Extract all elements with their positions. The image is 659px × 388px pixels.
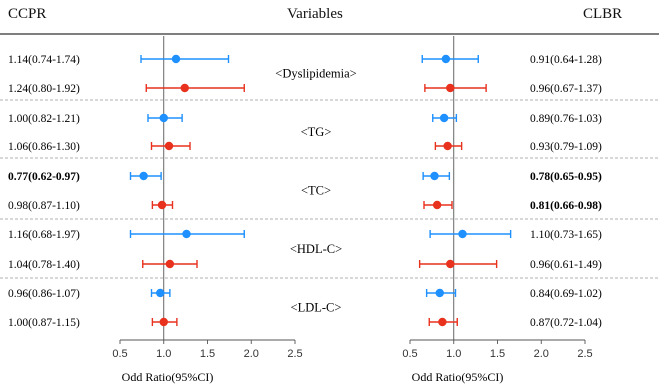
clbr-point xyxy=(446,83,455,93)
clbr-tick-label: 2.0 xyxy=(534,348,549,360)
variable-label: <TG> xyxy=(301,125,332,139)
ccpr-or-label: 1.14(0.74-1.74) xyxy=(8,54,80,66)
clbr-or-label: 0.91(0.64-1.28) xyxy=(530,54,602,66)
clbr-x-axis-label: Odd Ratio(95%CI) xyxy=(412,370,504,384)
clbr-tick-label: 1.5 xyxy=(490,348,505,360)
clbr-or-label: 0.84(0.69-1.02) xyxy=(530,288,602,300)
clbr-or-label: 1.10(0.73-1.65) xyxy=(530,229,602,241)
clbr-or-label: 0.89(0.76-1.03) xyxy=(530,113,602,125)
clbr-point xyxy=(443,141,452,151)
ccpr-point xyxy=(165,259,175,269)
ccpr-or-label: 0.77(0.62-0.97) xyxy=(8,171,80,183)
clbr-point xyxy=(446,259,455,269)
ccpr-point xyxy=(171,54,181,64)
ccpr-or-label: 1.06(0.86-1.30) xyxy=(8,141,80,153)
ccpr-point xyxy=(182,229,191,239)
clbr-point xyxy=(439,113,449,123)
ccpr-tick-label: 2.0 xyxy=(244,348,259,360)
ccpr-or-label: 1.16(0.68-1.97) xyxy=(8,229,80,241)
ccpr-or-label: 1.00(0.87-1.15) xyxy=(8,317,80,329)
ccpr-point xyxy=(164,141,174,151)
clbr-or-label: 0.96(0.67-1.37) xyxy=(530,83,602,95)
clbr-point xyxy=(430,171,439,181)
ccpr-or-label: 1.04(0.78-1.40) xyxy=(8,259,80,271)
ccpr-tick-label: 1.0 xyxy=(156,348,171,360)
clbr-tick-label: 0.5 xyxy=(402,348,417,360)
header-ccpr: CCPR xyxy=(8,6,47,22)
ccpr-tick-label: 2.5 xyxy=(287,348,302,360)
clbr-or-label: 0.96(0.61-1.49) xyxy=(530,259,602,271)
ccpr-point xyxy=(156,288,165,298)
ccpr-tick-label: 1.5 xyxy=(200,348,215,360)
clbr-or-label: 0.81(0.66-0.98) xyxy=(530,200,602,212)
clbr-point xyxy=(432,200,442,210)
ccpr-point xyxy=(159,317,168,327)
ccpr-point xyxy=(180,83,189,93)
ccpr-point xyxy=(159,113,168,123)
clbr-or-label: 0.87(0.72-1.04) xyxy=(530,317,602,329)
ccpr-or-label: 0.96(0.86-1.07) xyxy=(8,288,80,300)
ccpr-or-label: 0.98(0.87-1.10) xyxy=(8,200,80,212)
variable-label: <HDL-C> xyxy=(290,242,342,256)
variable-label: <Dyslipidemia> xyxy=(275,67,356,81)
clbr-tick-label: 2.5 xyxy=(577,348,592,360)
ccpr-or-label: 1.00(0.82-1.21) xyxy=(8,113,80,125)
ccpr-point xyxy=(157,200,167,210)
ccpr-or-label: 1.24(0.80-1.92) xyxy=(8,83,80,95)
variable-label: <TC> xyxy=(301,184,331,198)
ccpr-x-axis-label: Odd Ratio(95%CI) xyxy=(122,370,214,384)
clbr-tick-label: 1.0 xyxy=(446,348,461,360)
ccpr-point xyxy=(139,171,148,181)
clbr-point xyxy=(458,229,467,239)
header-clbr: CLBR xyxy=(583,6,623,22)
ccpr-tick-label: 0.5 xyxy=(112,348,127,360)
variable-label: <LDL-C> xyxy=(291,301,342,315)
clbr-point xyxy=(441,54,451,64)
header-variables: Variables xyxy=(287,6,343,22)
clbr-or-label: 0.78(0.65-0.95) xyxy=(530,171,602,183)
clbr-point xyxy=(435,288,444,298)
clbr-point xyxy=(438,317,447,327)
clbr-or-label: 0.93(0.79-1.09) xyxy=(530,141,602,153)
